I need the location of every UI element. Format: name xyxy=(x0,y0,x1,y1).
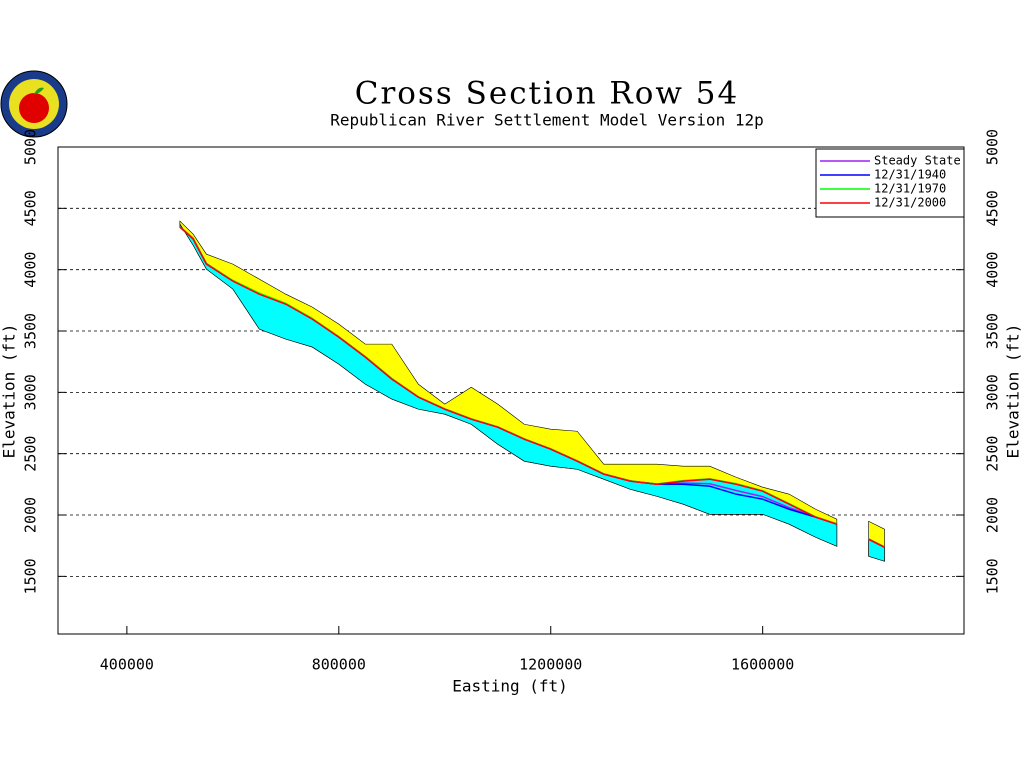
x-tick-label: 1200000 xyxy=(519,656,582,674)
x-tick-label: 800000 xyxy=(312,656,366,674)
saturated-area xyxy=(179,222,838,547)
y2-tick-label: 2000 xyxy=(984,497,1002,533)
plot-frame xyxy=(57,146,965,635)
legend-label: Steady State xyxy=(874,154,961,168)
chart-subtitle: Republican River Settlement Model Versio… xyxy=(330,111,763,130)
y-tick-label: 3000 xyxy=(22,374,40,410)
y2-axis-label: Elevation (ft) xyxy=(1004,324,1023,459)
x-tick-label: 1600000 xyxy=(731,656,794,674)
chart-title: Cross Section Row 54 xyxy=(355,76,740,112)
y-tick-label: 2000 xyxy=(22,497,40,533)
y2-tick-label: 1500 xyxy=(984,558,1002,594)
y-tick-label: 4500 xyxy=(22,190,40,226)
legend-label: 12/31/2000 xyxy=(874,196,946,210)
logo xyxy=(0,70,68,138)
y-tick-label: 3500 xyxy=(22,313,40,349)
y-tick-label: 2500 xyxy=(22,436,40,472)
y-tick-label: 5000 xyxy=(22,129,40,165)
y2-tick-label: 4500 xyxy=(984,190,1002,226)
x-axis-label: Easting (ft) xyxy=(452,677,568,696)
y2-tick-label: 2500 xyxy=(984,436,1002,472)
water-level-line xyxy=(868,538,885,548)
legend-label: 12/31/1940 xyxy=(874,168,946,182)
y2-tick-label: 4000 xyxy=(984,252,1002,288)
legend-label: 12/31/1970 xyxy=(874,182,946,196)
y2-tick-label: 3500 xyxy=(984,313,1002,349)
y2-tick-label: 5000 xyxy=(984,129,1002,165)
y-tick-label: 1500 xyxy=(22,558,40,594)
water-level-line xyxy=(179,226,838,525)
y-axis-label: Elevation (ft) xyxy=(0,324,19,459)
y-tick-label: 4000 xyxy=(22,252,40,288)
x-tick-label: 400000 xyxy=(100,656,154,674)
y2-tick-label: 3000 xyxy=(984,374,1002,410)
